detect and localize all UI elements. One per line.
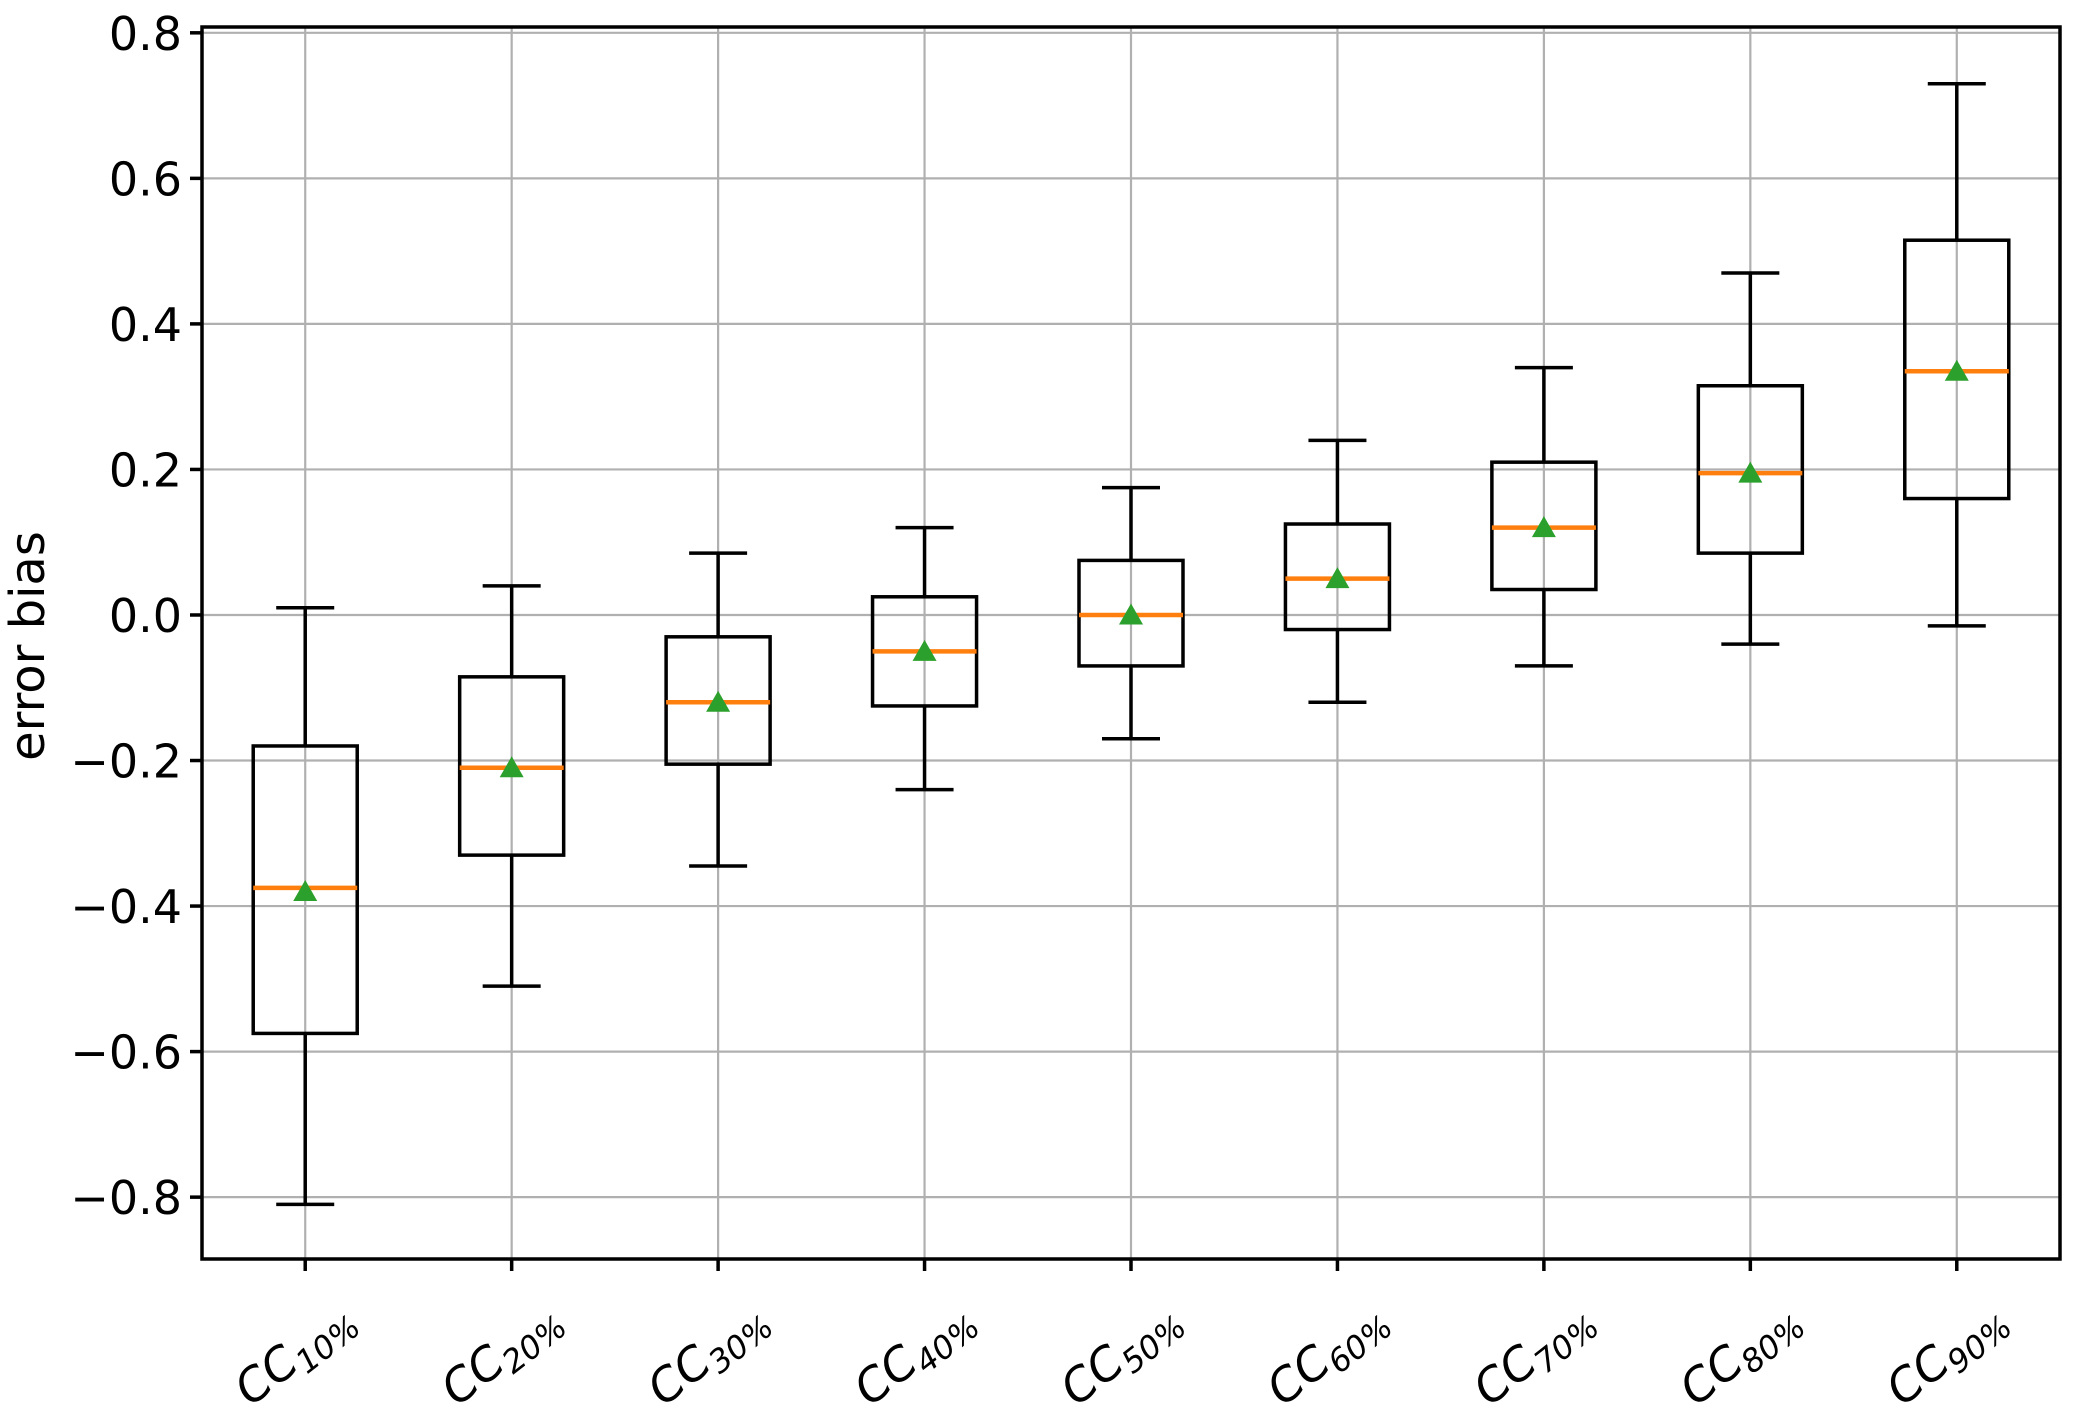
mean-triangle-marker: [912, 639, 937, 661]
box-group: [1696, 271, 1805, 646]
y-tick-label: −0.4: [70, 880, 182, 934]
x-tick-label: CC80%: [1669, 1290, 1813, 1421]
box-group: [1283, 438, 1392, 705]
box-group: [1490, 365, 1598, 668]
x-tick-label: CC90%: [1876, 1290, 2020, 1421]
y-tick-label: 0.6: [109, 152, 182, 206]
axes-layer: [190, 25, 2062, 1271]
box-group: [870, 525, 979, 792]
plot-border: [200, 25, 2062, 1261]
x-tick-label: CC70%: [1463, 1290, 1607, 1421]
y-tick-label: 0.0: [109, 589, 182, 643]
grid-layer: [202, 27, 2060, 1259]
box-group: [664, 551, 772, 868]
mean-triangle-marker: [293, 880, 318, 902]
box-rect: [1696, 384, 1805, 555]
mean-triangle-marker: [1325, 567, 1350, 589]
x-tick-label: CC30%: [637, 1290, 781, 1421]
mean-triangle-marker: [1119, 603, 1143, 625]
box-group: [1903, 82, 2011, 628]
mean-triangle-marker: [499, 756, 524, 778]
y-tick-label: −0.6: [70, 1026, 182, 1080]
x-tick-label: CC50%: [1050, 1290, 1194, 1421]
x-tick-label: CC10%: [224, 1290, 368, 1421]
y-tick-label: −0.8: [70, 1171, 182, 1225]
x-tick-label: CC20%: [431, 1290, 575, 1421]
y-axis-title: error bias: [0, 531, 56, 761]
mean-triangle-marker: [706, 690, 731, 712]
boxes-layer: [251, 82, 2011, 1207]
box-group: [1077, 485, 1185, 741]
mean-triangle-marker: [1738, 461, 1763, 483]
y-tick-label: 0.2: [109, 443, 182, 497]
y-tick-label: 0.8: [109, 7, 182, 61]
x-tick-label: CC40%: [843, 1290, 987, 1421]
box-group: [457, 584, 566, 988]
y-tick-label: 0.4: [109, 298, 182, 352]
x-tick-label: CC60%: [1256, 1290, 1400, 1421]
mean-triangle-marker: [1944, 359, 1969, 381]
y-tick-label: −0.2: [70, 735, 182, 789]
labels-layer: 0.8 0.6 0.4 0.2 0.0 −0.2 −0.4 −0.6 −0.8 CC10% CC20…: [70, 7, 2020, 1421]
mean-triangle-marker: [1531, 516, 1556, 538]
box-group: [251, 605, 359, 1207]
